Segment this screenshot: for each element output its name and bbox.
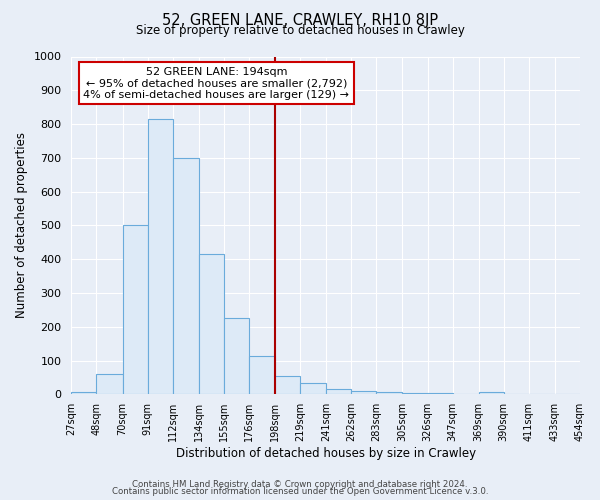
Bar [326, 390, 351, 394]
Bar [71, 392, 96, 394]
Bar [275, 376, 300, 394]
Bar [224, 318, 249, 394]
Bar [199, 254, 224, 394]
Bar [403, 392, 428, 394]
Text: 52, GREEN LANE, CRAWLEY, RH10 8JP: 52, GREEN LANE, CRAWLEY, RH10 8JP [162, 12, 438, 28]
Bar [376, 392, 403, 394]
X-axis label: Distribution of detached houses by size in Crawley: Distribution of detached houses by size … [176, 447, 476, 460]
Y-axis label: Number of detached properties: Number of detached properties [15, 132, 28, 318]
Bar [351, 391, 376, 394]
Bar [249, 356, 275, 395]
Bar [122, 226, 148, 394]
Text: Contains HM Land Registry data © Crown copyright and database right 2024.: Contains HM Land Registry data © Crown c… [132, 480, 468, 489]
Bar [300, 382, 326, 394]
Bar [96, 374, 122, 394]
Text: 52 GREEN LANE: 194sqm
← 95% of detached houses are smaller (2,792)
4% of semi-de: 52 GREEN LANE: 194sqm ← 95% of detached … [83, 66, 349, 100]
Text: Size of property relative to detached houses in Crawley: Size of property relative to detached ho… [136, 24, 464, 37]
Bar [148, 119, 173, 394]
Bar [173, 158, 199, 394]
Bar [479, 392, 504, 394]
Text: Contains public sector information licensed under the Open Government Licence v.: Contains public sector information licen… [112, 487, 488, 496]
